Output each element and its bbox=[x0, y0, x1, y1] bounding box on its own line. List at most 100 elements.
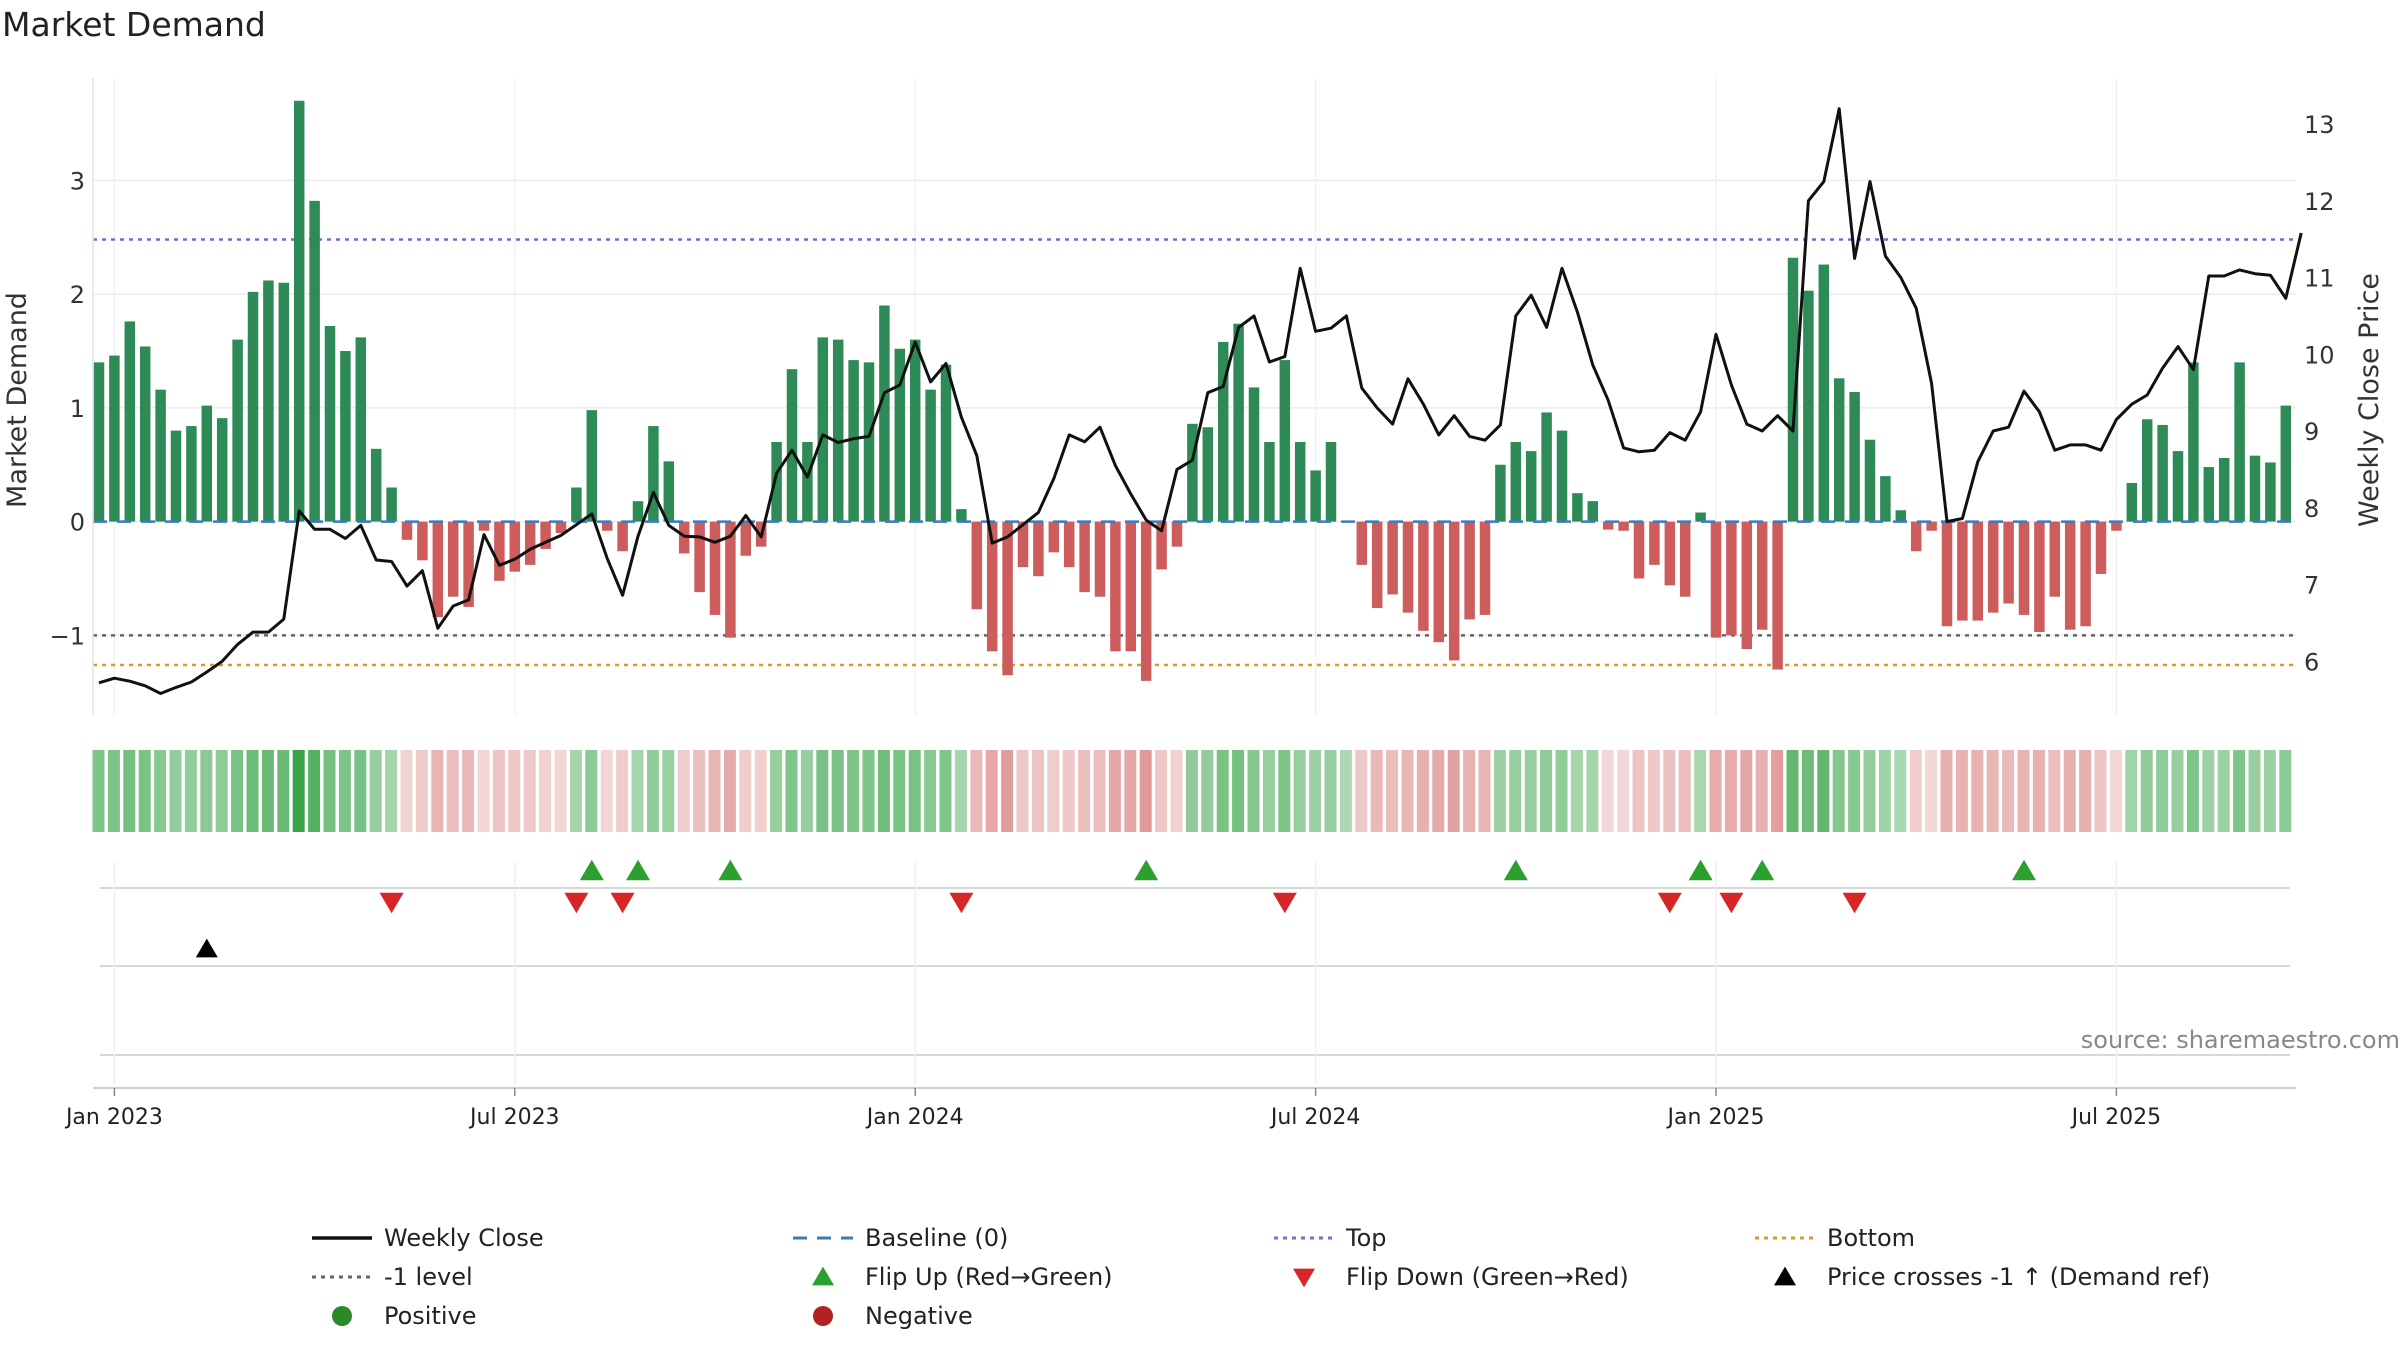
heat-cell bbox=[92, 750, 105, 832]
demand-bar bbox=[1772, 521, 1783, 670]
heat-cell bbox=[1062, 750, 1075, 832]
heat-cell bbox=[2063, 750, 2076, 832]
demand-bar bbox=[247, 291, 259, 522]
demand-bar bbox=[417, 521, 428, 561]
heat-cell bbox=[1170, 750, 1183, 832]
heat-cell bbox=[1493, 750, 1506, 832]
heat-cell bbox=[1278, 750, 1291, 832]
heat-cell bbox=[200, 750, 213, 832]
demand-bar bbox=[648, 426, 659, 522]
demand-bar bbox=[725, 521, 736, 638]
heat-cell bbox=[800, 750, 813, 832]
heat-cell bbox=[2248, 750, 2261, 832]
heat-cell bbox=[477, 750, 490, 832]
heat-cell bbox=[1801, 750, 1814, 832]
heat-cell bbox=[1309, 750, 1322, 832]
demand-bar bbox=[1140, 521, 1152, 681]
demand-bar bbox=[2111, 521, 2122, 531]
demand-bar bbox=[1818, 264, 1830, 522]
heat-cell bbox=[1555, 750, 1568, 832]
flip-up-marker bbox=[718, 859, 743, 881]
heat-cell bbox=[785, 750, 798, 832]
heat-cell bbox=[1432, 750, 1445, 832]
demand-bar bbox=[109, 355, 120, 522]
legend-swatch-triangle-up bbox=[812, 1266, 834, 1286]
demand-bar bbox=[2126, 482, 2138, 522]
y-tick-label-right: 6 bbox=[2304, 648, 2319, 676]
demand-bar bbox=[355, 337, 367, 522]
demand-bar bbox=[2188, 362, 2199, 522]
demand-bar bbox=[139, 346, 151, 522]
heat-cell bbox=[1401, 750, 1414, 832]
heat-cell bbox=[400, 750, 413, 832]
demand-bar bbox=[2203, 467, 2215, 522]
demand-bar bbox=[663, 461, 675, 522]
demand-bar bbox=[1310, 470, 1321, 522]
heat-cell bbox=[1031, 750, 1044, 832]
demand-bar bbox=[386, 487, 397, 522]
heat-cell bbox=[138, 750, 151, 832]
heat-cell bbox=[508, 750, 521, 832]
heat-cell bbox=[1986, 750, 1999, 832]
heat-cell bbox=[677, 750, 690, 832]
y-tick-label-left: −1 bbox=[50, 622, 85, 650]
heat-cell bbox=[970, 750, 983, 832]
heat-cell bbox=[1093, 750, 1106, 832]
heat-cell bbox=[292, 750, 305, 832]
heat-cell bbox=[2279, 750, 2292, 832]
demand-bar bbox=[1156, 521, 1167, 570]
heat-cell bbox=[1463, 750, 1476, 832]
heat-cell bbox=[616, 750, 629, 832]
heat-cell bbox=[123, 750, 136, 832]
y-tick-label-right: 9 bbox=[2304, 418, 2319, 446]
flip-up-marker bbox=[579, 859, 604, 881]
heat-cell bbox=[169, 750, 182, 832]
x-tick-label: Jul 2024 bbox=[1269, 1105, 1361, 1130]
heat-cell bbox=[770, 750, 783, 832]
y-tick-label-right: 11 bbox=[2304, 265, 2335, 293]
heat-cell bbox=[246, 750, 259, 832]
demand-bar bbox=[1541, 412, 1552, 522]
heat-cell bbox=[1955, 750, 1968, 832]
demand-bar bbox=[817, 337, 829, 522]
flip-down-marker bbox=[949, 892, 974, 914]
demand-bar bbox=[1356, 521, 1368, 565]
legend-label: Bottom bbox=[1827, 1224, 1915, 1252]
legend-label: Baseline (0) bbox=[865, 1224, 1008, 1252]
flip-up-marker bbox=[1750, 859, 1775, 881]
flip-down-marker bbox=[564, 892, 589, 914]
demand-bar bbox=[909, 339, 921, 522]
heat-cell bbox=[1262, 750, 1275, 832]
demand-bar bbox=[2265, 462, 2276, 522]
flip-up-marker bbox=[1503, 859, 1528, 881]
heat-cell bbox=[2233, 750, 2246, 832]
y-tick-label-left: 3 bbox=[70, 167, 85, 195]
demand-bar bbox=[571, 487, 582, 522]
demand-bar bbox=[1756, 521, 1768, 630]
heat-cell bbox=[338, 750, 351, 832]
demand-bar bbox=[1110, 521, 1121, 652]
demand-bar bbox=[1187, 423, 1198, 522]
demand-bar bbox=[1479, 521, 1491, 615]
heat-cell bbox=[1386, 750, 1399, 832]
heat-cell bbox=[1370, 750, 1383, 832]
demand-bar bbox=[848, 360, 859, 522]
heat-cell bbox=[154, 750, 167, 832]
demand-bar bbox=[1633, 521, 1645, 579]
demand-bar bbox=[2234, 362, 2245, 522]
flip-down-marker bbox=[379, 892, 404, 914]
heat-cell bbox=[462, 750, 475, 832]
y-tick-label-right: 12 bbox=[2304, 188, 2335, 216]
heat-cell bbox=[1447, 750, 1460, 832]
demand-bar bbox=[601, 521, 613, 531]
heat-cell bbox=[323, 750, 336, 832]
heat-cell bbox=[184, 750, 197, 832]
demand-bar bbox=[1217, 341, 1229, 522]
demand-bar bbox=[617, 521, 628, 552]
heat-cell bbox=[1848, 750, 1861, 832]
legend-label: Flip Down (Green→Red) bbox=[1346, 1263, 1629, 1291]
heat-cell bbox=[1971, 750, 1984, 832]
demand-bar bbox=[1371, 521, 1383, 609]
heat-cell bbox=[2017, 750, 2030, 832]
